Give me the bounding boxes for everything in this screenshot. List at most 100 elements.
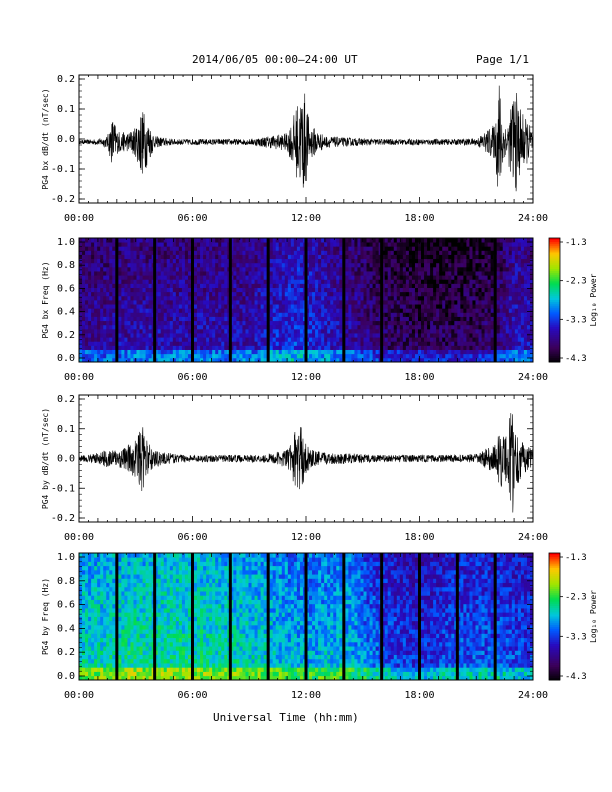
heatmap-cell: [97, 304, 101, 309]
heatmap-cell: [523, 304, 528, 309]
heatmap-cell: [505, 324, 510, 330]
heatmap-cell: [363, 291, 367, 297]
heatmap-cell: [417, 308, 422, 313]
heatmap-cell: [142, 295, 146, 301]
heatmap-cell: [433, 295, 437, 301]
heatmap-cell: [484, 333, 488, 338]
heatmap-cell: [239, 316, 243, 322]
heatmap-cell: [157, 250, 162, 255]
heatmap-cell: [430, 258, 434, 264]
heatmap-cell: [94, 271, 98, 276]
heatmap-cell: [209, 283, 213, 288]
heatmap-cell: [360, 271, 364, 276]
heatmap-cell: [100, 242, 104, 247]
heatmap-cell: [375, 341, 380, 346]
heatmap-cell: [166, 349, 171, 355]
heatmap-cell: [306, 266, 310, 272]
heatmap-cell: [236, 308, 240, 313]
heatmap-cell: [245, 341, 249, 346]
heatmap-cell: [433, 345, 437, 350]
heatmap-cell: [166, 308, 171, 313]
heatmap-cell: [184, 275, 189, 280]
heatmap-cell: [402, 345, 407, 350]
heatmap-cell: [224, 357, 228, 363]
heatmap-cell: [166, 304, 171, 309]
heatmap-cell: [309, 320, 313, 326]
heatmap-cell: [187, 266, 192, 272]
heatmap-cell: [281, 287, 286, 293]
heatmap-cell: [118, 242, 122, 247]
heatmap-cell: [200, 250, 204, 255]
heatmap-cell: [517, 295, 522, 301]
heatmap-cell: [224, 316, 228, 322]
heatmap-cell: [333, 308, 337, 313]
heatmap-cell: [160, 295, 165, 301]
heatmap-cell: [505, 300, 510, 305]
heatmap-cell: [478, 250, 482, 255]
heatmap-cell: [215, 328, 219, 334]
heatmap-cell: [209, 271, 213, 276]
heatmap-cell: [287, 312, 292, 317]
heatmap-cell: [275, 279, 280, 284]
heatmap-cell: [508, 333, 513, 338]
heatmap-cell: [230, 275, 234, 280]
heatmap-cell: [514, 353, 519, 359]
heatmap-cell: [287, 258, 292, 264]
heatmap-cell: [330, 279, 334, 284]
heatmap-cell: [433, 328, 437, 334]
heatmap-cell: [82, 279, 86, 284]
heatmap-cell: [517, 250, 522, 255]
heatmap-cell: [85, 300, 89, 305]
heatmap-cell: [363, 250, 367, 255]
heatmap-cell: [148, 337, 153, 342]
heatmap-cell: [339, 357, 343, 363]
heatmap-cell: [414, 304, 419, 309]
heatmap-cell: [230, 287, 234, 293]
heatmap-cell: [127, 337, 131, 342]
heatmap-cell: [251, 271, 255, 276]
heatmap-cell: [526, 238, 531, 243]
heatmap-cell: [94, 238, 98, 243]
heatmap-cell: [224, 291, 228, 297]
heatmap-cell: [375, 320, 380, 326]
heatmap-cell: [212, 316, 216, 322]
heatmap-cell: [136, 279, 140, 284]
heatmap-cell: [517, 341, 522, 346]
heatmap-cell: [451, 287, 455, 293]
heatmap-cell: [348, 242, 352, 247]
heatmap-cell: [369, 246, 373, 251]
heatmap-cell: [399, 353, 404, 359]
heatmap-cell: [124, 328, 128, 334]
heatmap-cell: [481, 337, 485, 342]
heatmap-cell: [405, 283, 410, 288]
heatmap-cell: [369, 328, 373, 334]
heatmap-cell: [296, 291, 301, 297]
heatmap-cell: [103, 328, 107, 334]
heatmap-cell: [481, 308, 485, 313]
heatmap-cell: [275, 308, 280, 313]
heatmap-cell: [293, 333, 298, 338]
heatmap-cell: [496, 262, 501, 268]
heatmap-cell: [390, 291, 395, 297]
heatmap-cell: [269, 275, 274, 280]
heatmap-cell: [272, 275, 277, 280]
heatmap-cell: [348, 287, 352, 293]
heatmap-cell: [514, 291, 519, 297]
heatmap-cell: [136, 316, 140, 322]
heatmap-cell: [224, 279, 228, 284]
heatmap-cell: [454, 357, 458, 363]
heatmap-cell: [172, 283, 177, 288]
heatmap-cell: [178, 279, 183, 284]
heatmap-cell: [197, 275, 201, 280]
heatmap-cell: [169, 333, 174, 338]
heatmap-cell: [206, 337, 210, 342]
heatmap-cell: [194, 283, 198, 288]
heatmap-cell: [100, 328, 104, 334]
heatmap-cell: [454, 333, 458, 338]
heatmap-cell: [218, 353, 222, 359]
heatmap-cell: [260, 337, 265, 342]
heatmap-cell: [112, 238, 116, 243]
heatmap-cell: [417, 271, 422, 276]
heatmap-cell: [178, 357, 183, 363]
heatmap-cell: [442, 287, 446, 293]
